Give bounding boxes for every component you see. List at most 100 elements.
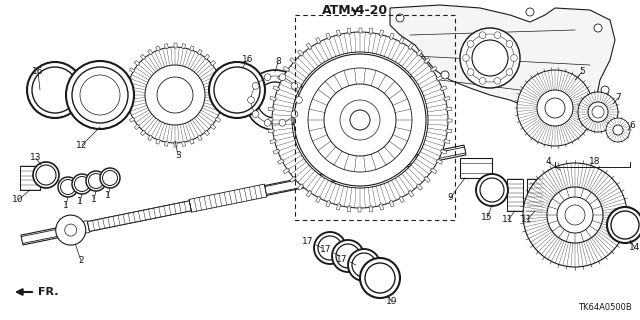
Polygon shape [21, 229, 58, 244]
Circle shape [517, 70, 593, 146]
FancyBboxPatch shape [348, 206, 351, 212]
Circle shape [557, 197, 593, 233]
FancyBboxPatch shape [316, 196, 321, 203]
Circle shape [611, 211, 639, 239]
Circle shape [324, 84, 396, 156]
Circle shape [332, 240, 364, 272]
Circle shape [494, 77, 500, 84]
Polygon shape [390, 5, 615, 125]
Circle shape [350, 110, 370, 130]
Circle shape [291, 111, 298, 117]
Text: 19: 19 [387, 298, 397, 307]
FancyBboxPatch shape [129, 68, 135, 73]
FancyBboxPatch shape [298, 50, 304, 56]
FancyBboxPatch shape [408, 190, 413, 197]
Text: 1: 1 [91, 195, 97, 204]
FancyBboxPatch shape [215, 117, 221, 122]
FancyBboxPatch shape [164, 141, 168, 146]
Text: 2: 2 [78, 256, 84, 265]
Polygon shape [189, 184, 267, 212]
Text: 17: 17 [302, 237, 314, 246]
Circle shape [279, 74, 286, 81]
Text: 14: 14 [629, 244, 640, 252]
Polygon shape [340, 159, 399, 180]
Circle shape [523, 163, 627, 267]
FancyBboxPatch shape [182, 141, 186, 146]
FancyBboxPatch shape [444, 96, 450, 101]
Circle shape [578, 92, 618, 132]
Text: 18: 18 [589, 157, 601, 166]
FancyBboxPatch shape [268, 118, 273, 122]
Circle shape [592, 106, 604, 118]
Circle shape [279, 119, 286, 126]
Polygon shape [56, 220, 90, 239]
FancyBboxPatch shape [326, 200, 331, 207]
Circle shape [547, 187, 603, 243]
FancyBboxPatch shape [283, 168, 290, 174]
Circle shape [318, 236, 342, 260]
Circle shape [296, 97, 302, 103]
Text: 1: 1 [63, 201, 69, 210]
Circle shape [613, 125, 623, 135]
FancyBboxPatch shape [358, 28, 362, 33]
FancyBboxPatch shape [134, 60, 140, 66]
Text: 11: 11 [521, 215, 532, 225]
Polygon shape [398, 147, 465, 166]
FancyBboxPatch shape [189, 46, 194, 51]
FancyBboxPatch shape [440, 149, 447, 154]
FancyBboxPatch shape [430, 66, 437, 72]
FancyBboxPatch shape [444, 139, 450, 144]
Circle shape [314, 232, 346, 264]
FancyBboxPatch shape [369, 28, 372, 34]
FancyBboxPatch shape [124, 102, 129, 106]
Circle shape [594, 24, 602, 32]
Text: 7: 7 [615, 93, 621, 102]
Circle shape [58, 177, 78, 197]
Circle shape [80, 75, 120, 115]
FancyBboxPatch shape [307, 190, 312, 197]
Circle shape [248, 97, 254, 103]
FancyBboxPatch shape [268, 129, 274, 132]
Text: 13: 13 [30, 154, 42, 163]
Circle shape [506, 41, 513, 47]
Bar [460, 158, 492, 178]
FancyBboxPatch shape [221, 102, 227, 106]
Circle shape [65, 224, 77, 236]
Circle shape [245, 70, 305, 130]
Circle shape [252, 83, 259, 89]
FancyBboxPatch shape [326, 33, 331, 40]
Circle shape [56, 215, 86, 245]
Circle shape [537, 90, 573, 126]
FancyBboxPatch shape [298, 184, 304, 190]
Circle shape [565, 205, 585, 225]
Circle shape [33, 162, 59, 188]
Circle shape [480, 178, 504, 202]
Text: 15: 15 [481, 213, 493, 222]
FancyBboxPatch shape [408, 43, 413, 50]
FancyBboxPatch shape [416, 184, 422, 190]
FancyBboxPatch shape [204, 130, 209, 136]
Circle shape [294, 54, 426, 186]
FancyBboxPatch shape [416, 50, 422, 56]
FancyBboxPatch shape [219, 110, 224, 114]
FancyBboxPatch shape [164, 44, 168, 49]
FancyBboxPatch shape [129, 117, 135, 122]
FancyBboxPatch shape [148, 49, 153, 55]
FancyBboxPatch shape [446, 108, 452, 111]
FancyBboxPatch shape [173, 142, 177, 147]
FancyBboxPatch shape [436, 76, 442, 81]
Circle shape [157, 77, 193, 113]
Circle shape [66, 61, 134, 129]
FancyBboxPatch shape [219, 76, 224, 80]
Polygon shape [265, 171, 342, 195]
Circle shape [102, 171, 118, 186]
Wedge shape [272, 32, 448, 208]
FancyBboxPatch shape [148, 135, 153, 140]
FancyBboxPatch shape [126, 76, 131, 80]
FancyBboxPatch shape [197, 49, 202, 55]
FancyBboxPatch shape [307, 43, 312, 50]
Circle shape [506, 69, 513, 76]
Text: TK64A0500B: TK64A0500B [579, 303, 632, 312]
Circle shape [336, 244, 360, 268]
Polygon shape [21, 145, 466, 245]
